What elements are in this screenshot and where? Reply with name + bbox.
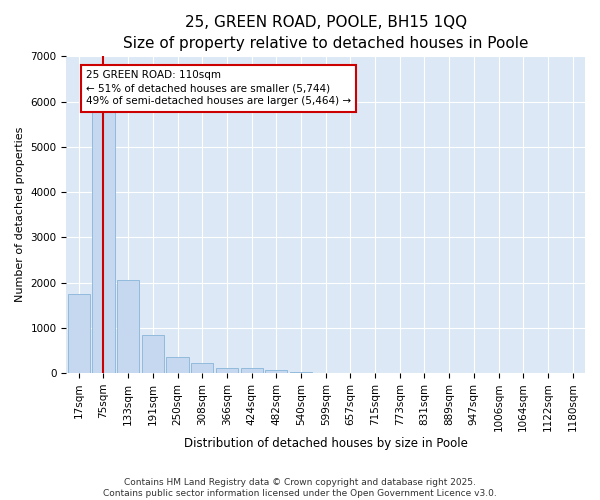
Bar <box>265 370 287 373</box>
Text: Contains HM Land Registry data © Crown copyright and database right 2025.
Contai: Contains HM Land Registry data © Crown c… <box>103 478 497 498</box>
Bar <box>117 280 139 373</box>
Y-axis label: Number of detached properties: Number of detached properties <box>15 127 25 302</box>
Bar <box>166 356 188 373</box>
Bar <box>92 110 115 373</box>
Text: 25 GREEN ROAD: 110sqm
← 51% of detached houses are smaller (5,744)
49% of semi-d: 25 GREEN ROAD: 110sqm ← 51% of detached … <box>86 70 351 106</box>
Title: 25, GREEN ROAD, POOLE, BH15 1QQ
Size of property relative to detached houses in : 25, GREEN ROAD, POOLE, BH15 1QQ Size of … <box>123 15 529 51</box>
Bar <box>216 368 238 373</box>
Bar <box>68 294 90 373</box>
Bar <box>191 362 214 373</box>
Bar <box>142 336 164 373</box>
Bar <box>290 372 312 373</box>
Bar <box>241 368 263 373</box>
X-axis label: Distribution of detached houses by size in Poole: Distribution of detached houses by size … <box>184 437 467 450</box>
